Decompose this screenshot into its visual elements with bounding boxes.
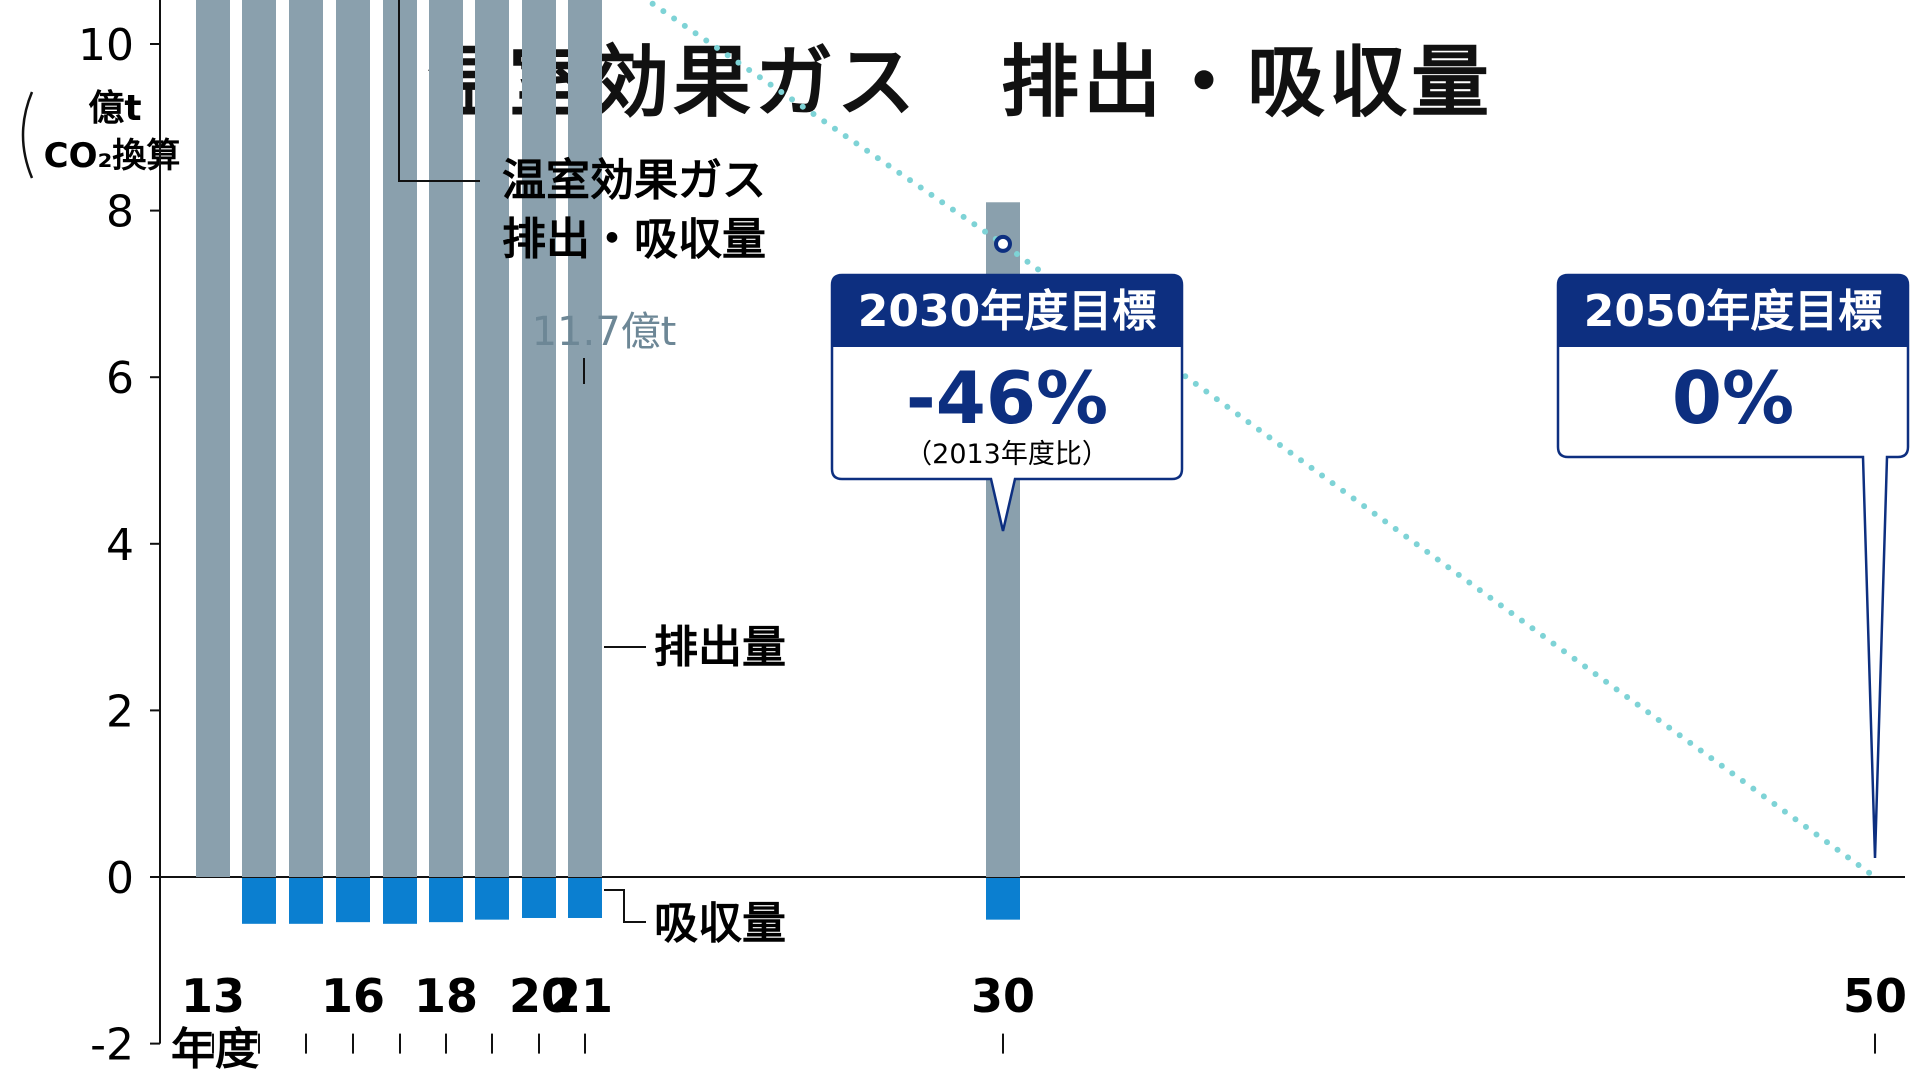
x-axis-unit: 年度 [171,1024,259,1075]
emission-label: 排出量 [654,622,786,673]
absorption-bar [383,878,417,924]
target-2050-header: 2050年度目標 [1584,286,1882,337]
emission-bar [522,0,556,878]
emission-bar [475,0,509,877]
target-2030-marker [994,234,1012,253]
target-trend-line [641,0,1878,880]
absorption-bar [429,878,463,923]
target-2050-value: 0% [1672,356,1794,440]
lines [641,0,1878,880]
target-2050-header-bg [1558,275,1908,347]
y-tick-label: 0 [106,853,134,904]
emission-bar [242,0,276,877]
net-line-leader [398,0,480,182]
absorption-bar [289,878,323,924]
annotations: 温室効果ガス排出・吸収量排出量吸収量11.7億t11.22億t2030年度目標-… [398,0,1910,949]
x-tick-label: 13 [181,969,245,1023]
emission-bar [568,0,602,877]
bars [196,0,1020,924]
y-tick-label: 6 [106,353,134,404]
y-tick-label: -2 [90,1020,134,1071]
x-tick-label: 30 [971,969,1035,1023]
x-tick-label: 21 [549,969,613,1023]
net-line-label-1: 温室効果ガス [502,155,766,206]
x-tick-label: 50 [1843,969,1907,1023]
emission-bar [336,0,370,878]
unit-line-2: CO₂換算 [44,136,181,176]
absorption-bar [568,878,602,918]
x-tick-label: 18 [414,969,478,1023]
absorption-leader [604,889,646,923]
absorption-bar [242,878,276,924]
absorption-bar [336,878,370,923]
emission-bar [429,0,463,877]
absorption-bar [522,878,556,918]
target-2030-header-bg [832,275,1182,347]
absorption-bar [986,878,1020,920]
absorption-label: 吸収量 [654,898,786,949]
absorption-bar [475,878,509,920]
x-tick-label: 20 [509,969,573,1023]
emission-bar [196,0,230,878]
y-tick-label: 4 [106,520,134,571]
y-tick-label: 8 [106,187,134,238]
target-2030-note: （2013年度比） [905,439,1109,470]
emission-bar [289,0,323,878]
y-tick-label: 2 [106,686,134,737]
y-tick-label: 10 [78,20,134,71]
target-2030-header: 2030年度目標 [858,286,1156,337]
y-unit-label: 億t CO₂換算 [21,88,209,179]
unit-line-1: 億t [88,88,141,129]
target-2030-value: -46% [906,356,1108,440]
net-line-label-2: 排出・吸収量 [502,214,766,265]
x-tick-label: 16 [321,969,385,1023]
emission-2021-value: 11.7億t [532,309,677,355]
